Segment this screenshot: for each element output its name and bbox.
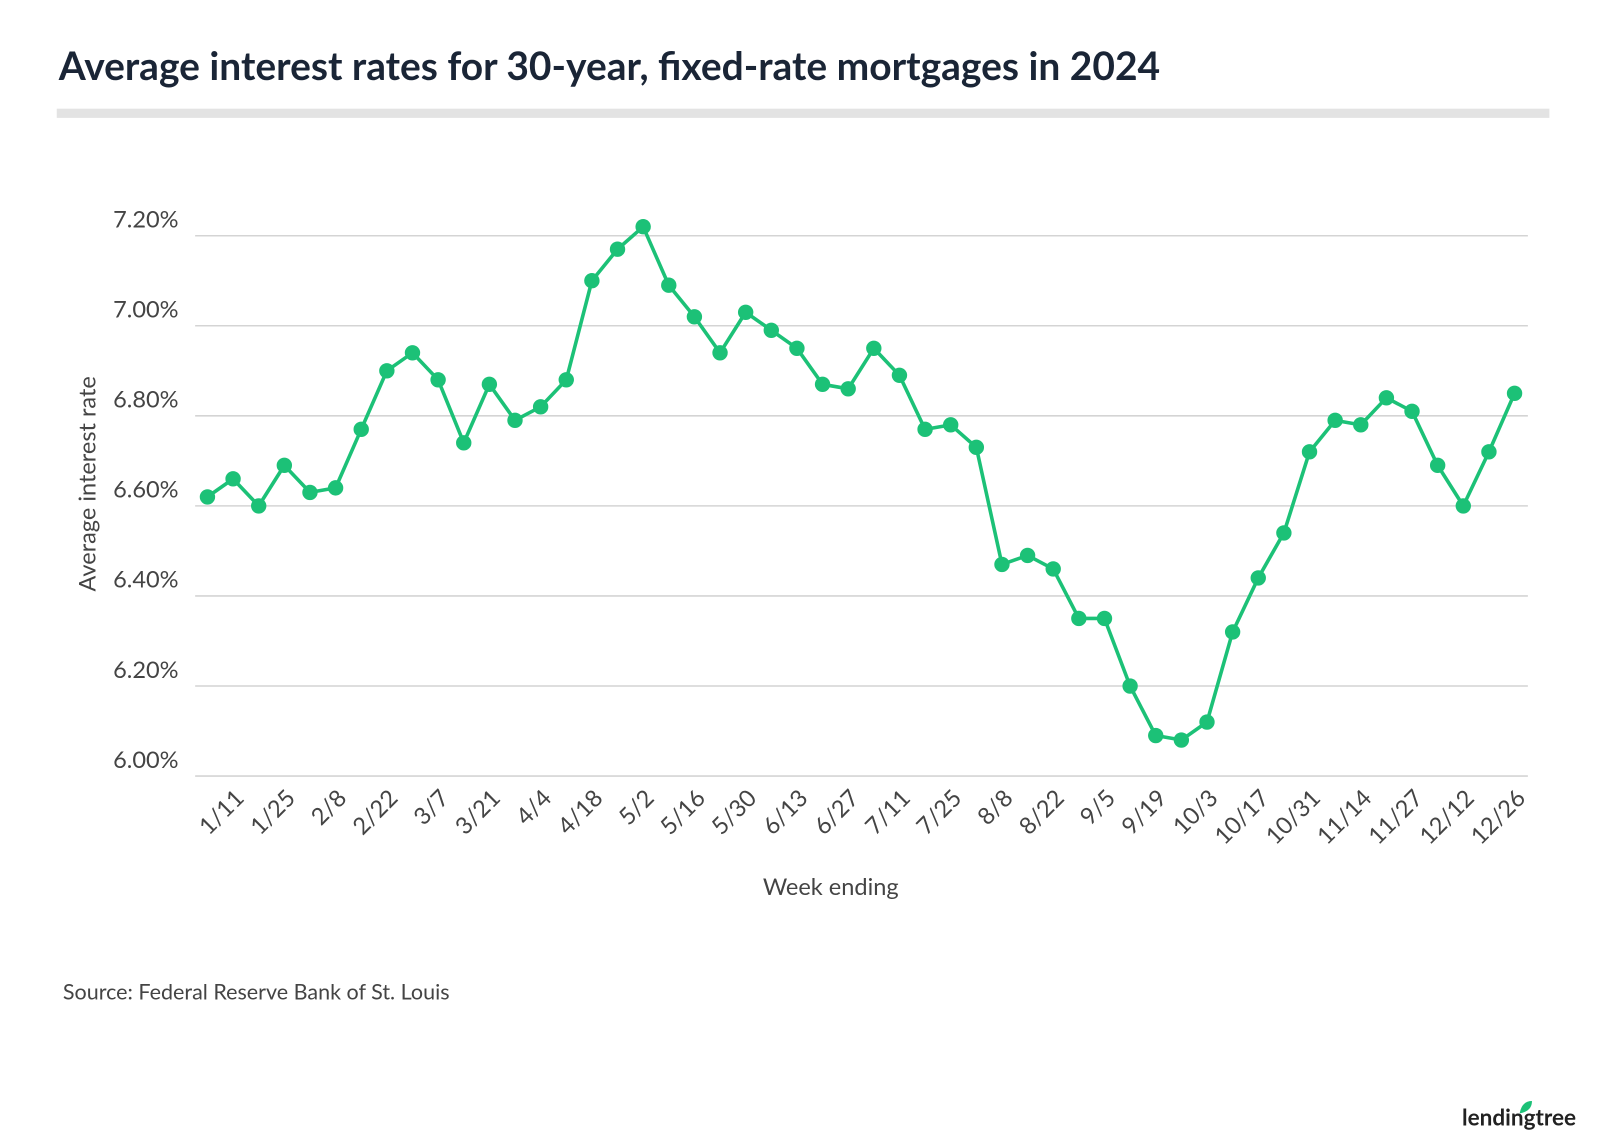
point xyxy=(481,376,498,392)
point xyxy=(712,345,728,361)
point xyxy=(1506,385,1523,402)
point xyxy=(891,367,908,383)
y-tick-label: 6.00% xyxy=(113,746,178,774)
point xyxy=(507,412,523,429)
point xyxy=(302,484,318,501)
point xyxy=(199,489,216,505)
x-tick-label: 5/16 xyxy=(655,784,711,840)
y-tick-label: 6.60% xyxy=(113,476,178,504)
x-tick-label: 4/4 xyxy=(511,784,558,831)
point xyxy=(1301,444,1318,460)
y-tick-label: 7.00% xyxy=(113,296,178,324)
x-tick-label: 10/31 xyxy=(1260,784,1326,850)
point xyxy=(814,376,831,392)
logo-leaf xyxy=(1519,1101,1532,1114)
line xyxy=(206,224,1517,742)
point xyxy=(584,273,600,289)
x-tick-label: 3/7 xyxy=(408,784,455,831)
x-tick-label: 12/12 xyxy=(1414,784,1480,850)
point xyxy=(1096,610,1113,627)
point xyxy=(994,556,1010,573)
x-tick-label: 6/27 xyxy=(808,784,864,840)
point xyxy=(968,439,985,456)
point xyxy=(1173,732,1190,748)
point xyxy=(532,399,549,415)
point xyxy=(789,340,805,356)
point xyxy=(737,304,754,320)
source-note: Source: Federal Reserve Bank of St. Loui… xyxy=(63,979,450,1005)
x-tick-label: 8/8 xyxy=(972,784,1019,831)
point xyxy=(661,277,677,293)
point xyxy=(327,480,344,496)
point xyxy=(1019,547,1036,564)
y-tick-label: 6.20% xyxy=(113,656,178,684)
x-tick-label: 2/8 xyxy=(305,784,352,831)
point xyxy=(1378,390,1395,406)
point xyxy=(686,309,703,325)
point xyxy=(430,372,446,388)
point xyxy=(1122,678,1138,694)
point xyxy=(763,322,779,338)
title-rule xyxy=(56,108,1550,118)
y-tick-label: 7.20% xyxy=(113,206,178,234)
point xyxy=(609,241,626,257)
point xyxy=(1276,525,1292,541)
brand-logo: lendingtree xyxy=(1462,1104,1576,1131)
x-tick-label: 7/11 xyxy=(860,784,916,840)
point xyxy=(1071,610,1087,627)
x-tick-label: 6/13 xyxy=(757,784,813,840)
point xyxy=(1429,457,1446,474)
x-tick-label: 5/30 xyxy=(706,784,762,840)
point xyxy=(1327,412,1343,429)
x-tick-label: 12/26 xyxy=(1465,784,1531,850)
point xyxy=(1148,727,1164,744)
x-tick-label: 10/17 xyxy=(1209,784,1275,850)
point xyxy=(251,498,267,514)
x-tick-label: 1/25 xyxy=(245,784,301,840)
point xyxy=(1404,403,1420,420)
x-tick-label: 3/21 xyxy=(450,784,506,840)
point xyxy=(866,340,882,356)
x-tick-label: 5/2 xyxy=(613,784,660,831)
x-tick-label: 7/25 xyxy=(911,784,967,840)
point xyxy=(379,363,395,379)
x-tick-label: 1/11 xyxy=(193,784,249,840)
point xyxy=(558,372,574,388)
x-tick-label: 9/19 xyxy=(1116,784,1172,840)
point xyxy=(917,421,933,438)
point xyxy=(276,457,293,474)
point xyxy=(225,471,241,487)
point xyxy=(1455,498,1471,514)
chart-title: Average interest rates for 30-year, fixe… xyxy=(58,43,1160,89)
point xyxy=(1353,417,1369,433)
x-tick-label: 8/22 xyxy=(1013,784,1069,840)
point xyxy=(635,219,651,235)
x-tick-label: 2/22 xyxy=(347,784,403,840)
x-tick-label: 4/18 xyxy=(552,784,608,840)
x-tick-label: 11/14 xyxy=(1311,784,1377,850)
point xyxy=(840,381,856,397)
point xyxy=(1224,624,1241,640)
x-tick-label: 11/27 xyxy=(1363,784,1429,850)
point xyxy=(404,345,421,361)
point xyxy=(1199,714,1215,730)
y-tick-label: 6.40% xyxy=(113,566,178,594)
y-axis-title: Average interest rate xyxy=(74,376,102,591)
point xyxy=(1045,561,1061,577)
point xyxy=(1481,444,1497,460)
point xyxy=(1250,570,1266,586)
x-axis-title: Week ending xyxy=(763,873,899,901)
point xyxy=(456,435,472,451)
y-tick-label: 6.80% xyxy=(113,386,178,414)
point xyxy=(353,421,369,438)
point xyxy=(943,417,959,433)
x-tick-label: 9/5 xyxy=(1074,784,1121,831)
